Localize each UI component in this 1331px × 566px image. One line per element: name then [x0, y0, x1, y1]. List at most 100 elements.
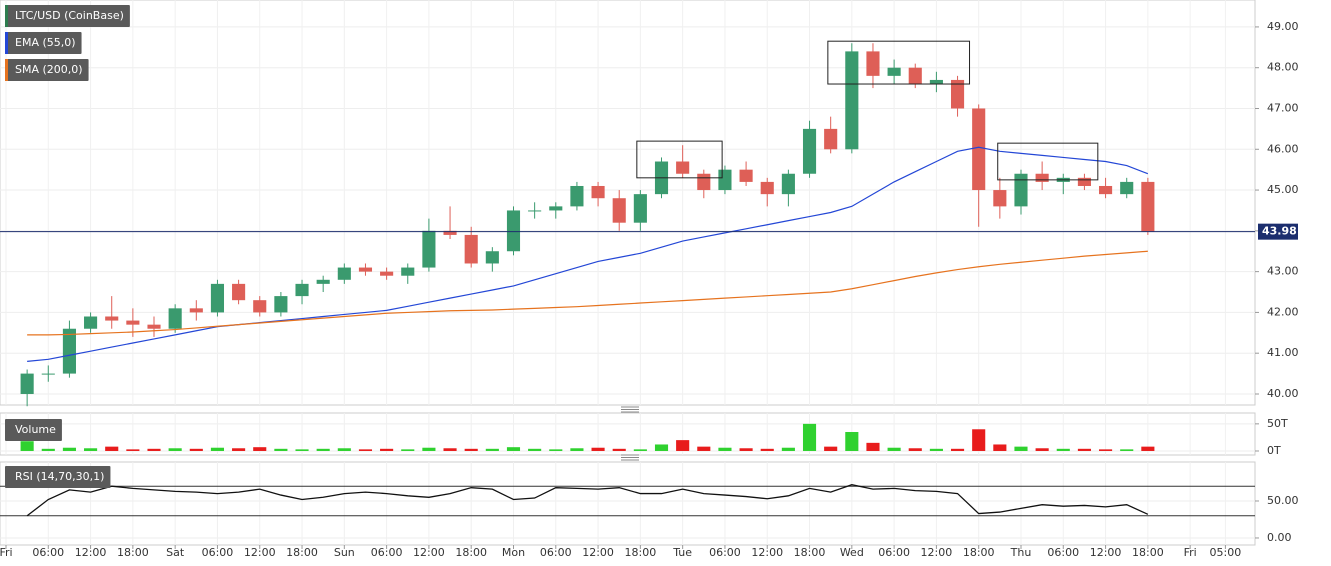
legend-label[interactable]: SMA (200,0)	[15, 63, 83, 76]
y-tick-label: 0T	[1267, 444, 1281, 457]
volume-bar	[253, 447, 267, 451]
x-tick-label: 06:00	[202, 546, 234, 559]
candle-body	[824, 128, 838, 150]
candle-body	[718, 169, 732, 191]
y-tick-label: 43.00	[1267, 265, 1299, 278]
candle-body	[485, 251, 499, 264]
candle-body	[570, 185, 584, 207]
legend-swatch	[5, 59, 8, 81]
y-tick-label: 40.00	[1267, 387, 1299, 400]
annotation-box	[997, 142, 1099, 181]
candle-body	[676, 161, 690, 174]
volume-bar	[105, 446, 119, 451]
x-tick-label: Mon	[502, 546, 525, 559]
candle-body	[443, 230, 457, 235]
y-tick-label: 49.00	[1267, 20, 1299, 33]
x-tick-label: Sat	[166, 546, 185, 559]
legend-badge	[5, 59, 89, 81]
y-tick-label: 50.00	[1267, 494, 1299, 507]
volume-bar	[697, 446, 711, 451]
candle-body	[62, 328, 76, 374]
candle-body	[802, 128, 817, 174]
x-tick-label: 06:00	[32, 546, 64, 559]
plot-layer: 0.00 50.00 Fri 06:00 12:00 18:00 Sat 06:00 12:00…	[0, 462, 1299, 559]
volume-bar	[1056, 448, 1070, 451]
legend-badge	[5, 32, 82, 54]
candle-body	[189, 308, 203, 313]
candle-body	[739, 169, 753, 182]
candle-body	[380, 271, 394, 276]
y-tick-label: 0.00	[1267, 531, 1292, 544]
last-price-label: 43.98	[1262, 225, 1297, 238]
volume-bar	[147, 448, 161, 451]
volume-bar	[972, 429, 986, 451]
legend-badge	[5, 466, 111, 488]
x-tick-label: Wed	[840, 546, 864, 559]
candle-body	[1099, 185, 1113, 195]
candle-body	[210, 283, 225, 313]
volume-bar	[908, 448, 922, 451]
candle-body	[168, 308, 182, 329]
x-tick-label: 18:00	[286, 546, 318, 559]
candle-body	[337, 267, 351, 280]
legend-badge	[5, 419, 62, 441]
candle-body	[993, 190, 1007, 207]
volume-bar	[1035, 448, 1049, 451]
candle-body	[295, 283, 309, 297]
volume-bar	[1141, 446, 1155, 451]
candle-body	[929, 79, 943, 85]
annotation-box	[636, 140, 723, 179]
volume-bar	[887, 447, 901, 451]
legend-label[interactable]: LTC/USD (CoinBase)	[15, 9, 124, 22]
volume-bar	[41, 448, 55, 451]
volume-bar	[274, 448, 288, 451]
volume-bar	[232, 448, 246, 451]
volume-bar	[866, 442, 880, 451]
volume-bar	[422, 447, 436, 451]
x-tick-label: Thu	[1010, 546, 1032, 559]
volume-bar	[168, 448, 182, 451]
volume-bar	[993, 444, 1007, 451]
x-tick-label: Tue	[672, 546, 692, 559]
volume-bar	[824, 446, 838, 451]
y-tick-label: 46.00	[1267, 142, 1299, 155]
candle-body	[950, 79, 965, 109]
annotation-box	[827, 40, 971, 85]
volume-bar	[316, 448, 330, 451]
x-tick-label: Fri	[1184, 546, 1197, 559]
legend-label[interactable]: RSI (14,70,30,1)	[15, 470, 104, 483]
x-tick-label: 12:00	[921, 546, 953, 559]
x-tick-label: 06:00	[540, 546, 572, 559]
x-tick-label: 06:00	[371, 546, 403, 559]
volume-bar	[612, 448, 626, 451]
candle-body	[549, 206, 563, 211]
candle-body	[126, 320, 140, 325]
x-tick-label: 18:00	[625, 546, 657, 559]
candle-body	[697, 173, 711, 191]
volume-panel	[0, 412, 1256, 456]
x-tick-label: 12:00	[75, 546, 107, 559]
volume-bar	[676, 440, 690, 451]
panel-handle[interactable]	[621, 406, 639, 461]
candle-body	[1014, 173, 1028, 207]
volume-bar	[126, 449, 140, 451]
volume-bar	[760, 448, 774, 451]
volume-bar	[929, 448, 943, 451]
legend-label[interactable]: EMA (55,0)	[15, 36, 76, 49]
x-tick-label: Fri	[0, 546, 13, 559]
legend-swatch	[5, 5, 8, 27]
candle-body	[147, 324, 161, 329]
candle-body	[506, 210, 521, 252]
volume-bar	[401, 449, 415, 451]
volume-bar	[570, 448, 584, 451]
legend-label[interactable]: Volume	[15, 423, 56, 436]
candle-body	[528, 210, 542, 212]
x-tick-label: 06:00	[878, 546, 910, 559]
candle-body	[845, 51, 859, 150]
candle-body	[316, 279, 330, 284]
volume-bar	[718, 447, 732, 451]
x-tick-label: 18:00	[117, 546, 149, 559]
plot-layer: 40.0041.0042.0043.0044.0045.0046.0047.00…	[0, 0, 1299, 407]
x-tick-label: 12:00	[244, 546, 276, 559]
